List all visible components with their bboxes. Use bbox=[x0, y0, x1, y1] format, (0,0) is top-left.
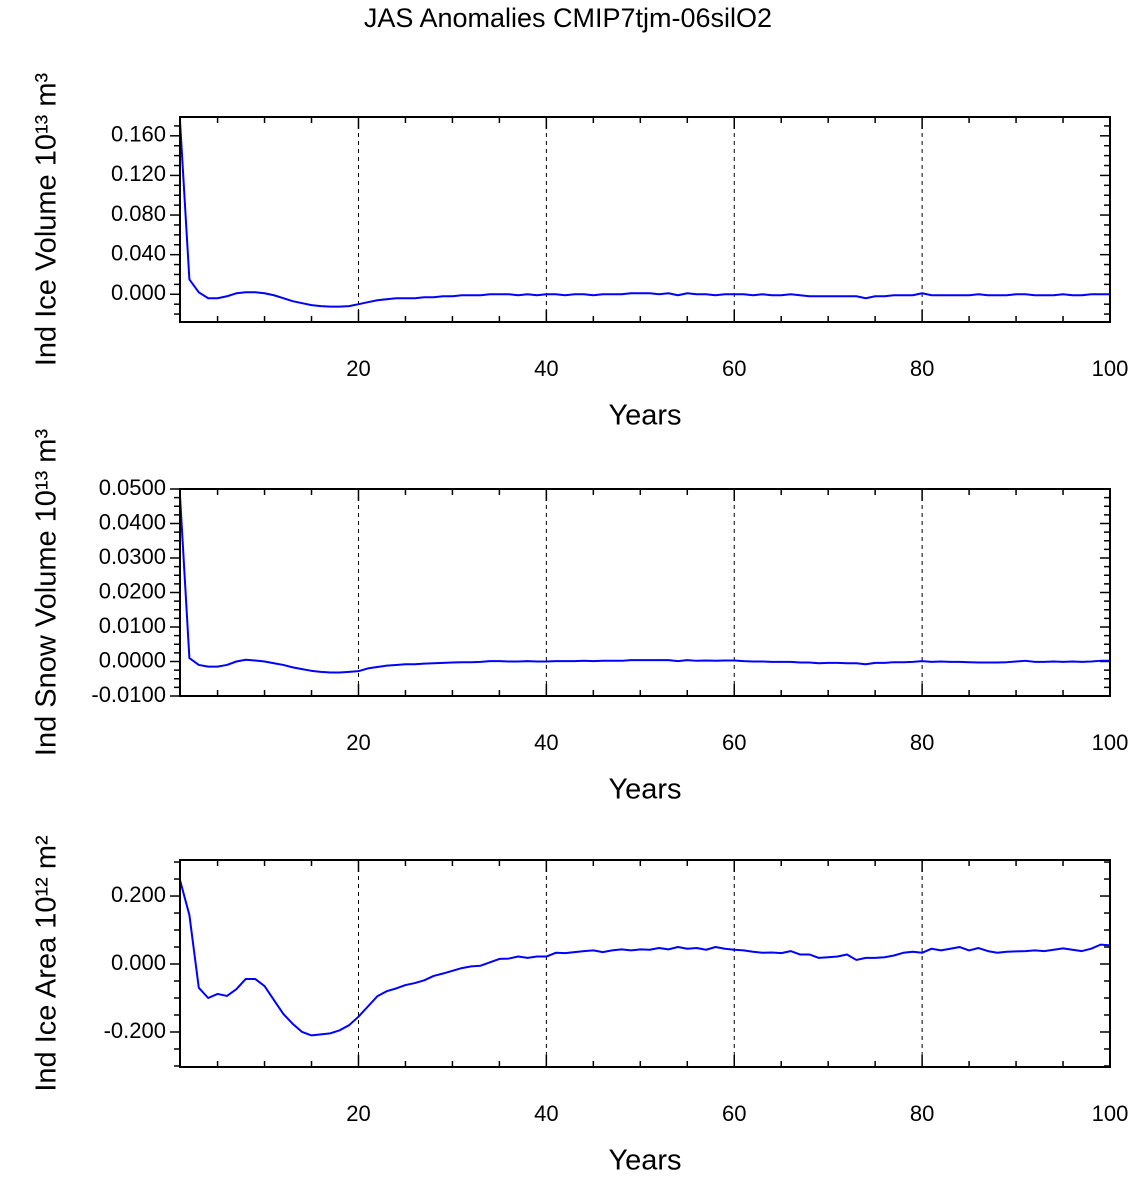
x-tick-label: 60 bbox=[722, 356, 746, 381]
y-tick-label: 0.0400 bbox=[99, 509, 166, 534]
y-tick-label: 0.120 bbox=[111, 161, 166, 186]
y-tick-label: 0.0500 bbox=[99, 475, 166, 500]
x-tick-label: 40 bbox=[534, 356, 558, 381]
y-tick-label: 0.0200 bbox=[99, 578, 166, 603]
x-tick-label: 80 bbox=[910, 1101, 934, 1126]
x-tick-label: 100 bbox=[1092, 1101, 1129, 1126]
chart-title: JAS Anomalies CMIP7tjm-06silO2 bbox=[364, 3, 772, 33]
x-tick-label: 60 bbox=[722, 730, 746, 755]
plot-frame bbox=[179, 488, 1111, 697]
y-tick-label: 0.0100 bbox=[99, 613, 166, 638]
x-tick-label: 20 bbox=[346, 356, 370, 381]
x-tick-label: 80 bbox=[910, 356, 934, 381]
y-tick-label: 0.0000 bbox=[99, 647, 166, 672]
y-axis-label: Ind Ice Area 10¹² m² bbox=[31, 835, 63, 1092]
x-axis-label: Years bbox=[608, 1145, 681, 1177]
x-tick-label: 100 bbox=[1092, 356, 1129, 381]
y-tick-label: -0.0100 bbox=[91, 682, 166, 707]
x-tick-label: 20 bbox=[346, 1101, 370, 1126]
data-line bbox=[179, 879, 1111, 1037]
x-axis-label: Years bbox=[608, 774, 681, 806]
y-tick-label: 0.040 bbox=[111, 240, 166, 265]
x-tick-label: 100 bbox=[1092, 730, 1129, 755]
y-tick-label: 0.000 bbox=[111, 280, 166, 305]
data-line bbox=[179, 495, 1110, 674]
x-tick-label: 40 bbox=[534, 730, 558, 755]
y-tick-label: 0.160 bbox=[111, 122, 166, 147]
y-tick-label: 0.200 bbox=[111, 882, 166, 907]
y-tick-label: 0.0300 bbox=[99, 544, 166, 569]
plot-frame bbox=[179, 859, 1111, 1068]
data-line bbox=[179, 120, 1110, 308]
x-tick-label: 60 bbox=[722, 1101, 746, 1126]
y-axis-label: Ind Snow Volume 10¹³ m³ bbox=[31, 429, 63, 757]
y-tick-label: 0.000 bbox=[111, 950, 166, 975]
x-axis-label: Years bbox=[608, 400, 681, 432]
x-tick-label: 20 bbox=[346, 730, 370, 755]
y-tick-label: -0.200 bbox=[104, 1018, 166, 1043]
plot-frame bbox=[179, 116, 1111, 323]
y-tick-label: 0.080 bbox=[111, 201, 166, 226]
x-tick-label: 80 bbox=[910, 730, 934, 755]
y-axis-label: Ind Ice Volume 10¹³ m³ bbox=[31, 72, 63, 366]
x-tick-label: 40 bbox=[534, 1101, 558, 1126]
